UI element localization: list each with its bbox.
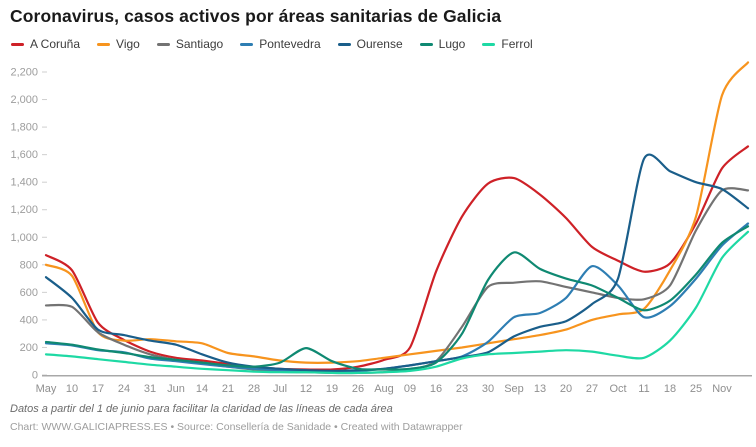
y-tick-label: 1,000 bbox=[10, 232, 38, 244]
series-line-pontevedra[interactable] bbox=[44, 222, 750, 373]
legend-item-vigo: Vigo bbox=[97, 37, 140, 51]
legend-swatch-icon bbox=[419, 42, 433, 46]
legend-swatch-icon bbox=[482, 42, 496, 46]
legend-label: Ferrol bbox=[501, 37, 533, 51]
legend-item-lugo: Lugo bbox=[419, 37, 466, 51]
x-axis-label: Jun bbox=[167, 383, 185, 395]
legend-swatch-icon bbox=[156, 42, 170, 46]
y-tick-label: 200 bbox=[20, 342, 38, 354]
chart-title: Coronavirus, casos activos por áreas san… bbox=[10, 6, 502, 26]
x-axis-label: 23 bbox=[456, 383, 468, 395]
x-axis-label: 13 bbox=[534, 383, 546, 395]
y-tick-label: 800 bbox=[20, 259, 38, 271]
x-axis-label: 10 bbox=[66, 383, 78, 395]
footnote: Datos a partir del 1 de junio para facil… bbox=[10, 403, 393, 415]
x-axis-label: 20 bbox=[560, 383, 572, 395]
x-axis-label: 24 bbox=[118, 383, 130, 395]
legend-swatch-icon bbox=[11, 42, 24, 46]
x-axis-label: 14 bbox=[196, 383, 208, 395]
legend: A Coruña Vigo Santiago Pontevedra Ourense Lug… bbox=[11, 37, 533, 51]
series-line-a-coruña[interactable] bbox=[44, 145, 750, 371]
x-axis-label: 19 bbox=[326, 383, 338, 395]
credit-line: Chart: WWW.GALICIAPRESS.ES • Source: Con… bbox=[10, 421, 463, 433]
x-axis-label: 12 bbox=[300, 383, 312, 395]
legend-item-ferrol: Ferrol bbox=[482, 37, 533, 51]
line-chart-canvas[interactable]: 0 200 400 600 800 1,000 1,200 1,400 1,600 1,800 2,… bbox=[0, 56, 756, 401]
x-axis-label: 21 bbox=[222, 383, 234, 395]
x-axis-label: 16 bbox=[430, 383, 442, 395]
y-tick-label: 400 bbox=[20, 314, 38, 326]
series-line-ferrol[interactable] bbox=[44, 230, 750, 375]
x-axis-label: Nov bbox=[712, 383, 732, 395]
y-tick-label: 2,200 bbox=[10, 67, 38, 79]
y-tick-label: 1,400 bbox=[10, 177, 38, 189]
legend-label: Santiago bbox=[175, 37, 224, 51]
legend-label: Vigo bbox=[116, 37, 140, 51]
x-axis-label: 11 bbox=[638, 383, 649, 395]
legend-label: Pontevedra bbox=[259, 37, 321, 51]
x-axis-label: 09 bbox=[404, 383, 416, 395]
y-tick-label: 1,800 bbox=[10, 122, 38, 134]
y-tick-label: 1,600 bbox=[10, 149, 38, 161]
x-axis-label: 18 bbox=[664, 383, 676, 395]
x-axis-label: May bbox=[36, 383, 57, 395]
x-axis-label: Sep bbox=[504, 383, 524, 395]
legend-item-pontevedra: Pontevedra bbox=[240, 37, 321, 51]
series-line-ourense[interactable] bbox=[44, 153, 750, 372]
x-axis-label: 30 bbox=[482, 383, 494, 395]
y-tick-label: 0 bbox=[32, 370, 38, 382]
legend-item-ourense: Ourense bbox=[337, 37, 403, 51]
x-axis-label: 28 bbox=[248, 383, 260, 395]
x-axis-label: 26 bbox=[352, 383, 364, 395]
legend-label: Ourense bbox=[356, 37, 403, 51]
y-tick-label: 2,000 bbox=[10, 94, 38, 106]
x-axis-label: Jul bbox=[273, 383, 287, 395]
legend-item-a-coruña: A Coruña bbox=[11, 37, 80, 51]
x-axis-label: 17 bbox=[92, 383, 104, 395]
x-axis-label: 27 bbox=[586, 383, 598, 395]
legend-swatch-icon bbox=[337, 42, 351, 46]
y-tick-label: 1,200 bbox=[10, 204, 38, 216]
series-line-santiago[interactable] bbox=[44, 187, 750, 375]
legend-label: A Coruña bbox=[30, 37, 81, 51]
legend-label: Lugo bbox=[438, 37, 466, 51]
legend-item-santiago: Santiago bbox=[156, 37, 224, 51]
series-line-lugo[interactable] bbox=[44, 225, 750, 371]
y-tick-label: 600 bbox=[20, 287, 38, 299]
x-axis-label: 25 bbox=[690, 383, 702, 395]
legend-swatch-icon bbox=[240, 42, 254, 46]
legend-swatch-icon bbox=[97, 42, 111, 46]
x-axis-label: 31 bbox=[144, 383, 156, 395]
x-axis-label: Aug bbox=[374, 383, 394, 395]
x-axis-label: Oct bbox=[609, 383, 626, 395]
